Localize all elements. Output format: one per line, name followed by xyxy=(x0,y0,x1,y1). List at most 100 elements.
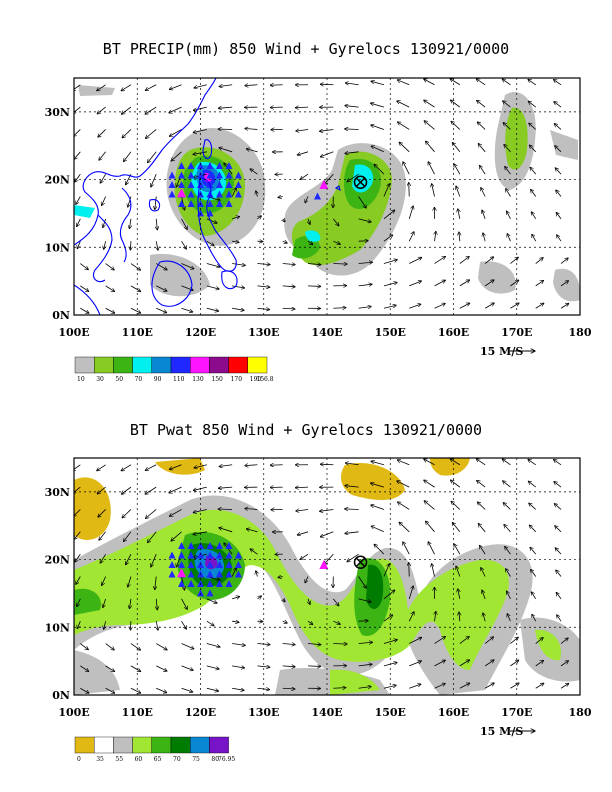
wind-vector xyxy=(478,144,486,153)
wind-vector xyxy=(80,665,88,672)
wind-vector xyxy=(371,526,385,533)
wind-vector xyxy=(535,683,544,689)
coastline-asia xyxy=(74,78,217,246)
observation-triangle xyxy=(206,171,214,179)
wind-vector xyxy=(232,666,245,668)
wind-vector xyxy=(145,486,157,494)
observation-triangle xyxy=(197,551,204,559)
observation-triangle xyxy=(225,180,233,188)
wind-vector xyxy=(459,683,470,689)
precip-10-region xyxy=(553,268,580,302)
precip-10-region xyxy=(478,261,516,294)
observation-triangle xyxy=(225,551,233,559)
observation-triangle xyxy=(215,190,223,198)
observation-triangle xyxy=(206,570,214,578)
wind-vector xyxy=(103,218,107,228)
pwat-0-region xyxy=(340,462,405,500)
wind-vector xyxy=(156,665,167,671)
x-tick-label: 120E xyxy=(185,326,216,339)
colorbar-swatch xyxy=(209,736,229,754)
wind-vector xyxy=(397,122,410,130)
wind-vector xyxy=(434,303,446,309)
colorbar-swatch xyxy=(132,356,153,374)
wind-vector xyxy=(193,151,207,155)
wind-vector xyxy=(206,307,219,311)
wind-vector xyxy=(383,305,396,309)
wind-vector xyxy=(333,644,347,645)
x-tick-label: 150E xyxy=(375,706,406,719)
observation-triangle xyxy=(215,551,223,559)
panel1-x-tick-labels: 100E 110E 120E 130E 140E 150E 160E 170E 180 xyxy=(58,326,592,339)
wind-vector xyxy=(374,544,385,555)
wind-vector xyxy=(454,544,461,555)
wind-vector xyxy=(529,525,537,533)
wind-vector xyxy=(424,459,435,466)
wind-vector xyxy=(532,234,537,242)
wind-vector xyxy=(450,100,461,108)
wind-vector xyxy=(194,464,207,468)
y-tick-label: 30N xyxy=(45,106,70,119)
wind-vector xyxy=(397,460,410,466)
wind-vector xyxy=(554,124,562,130)
wind-vector xyxy=(128,576,132,588)
wind-vector xyxy=(76,576,81,585)
x-tick-label: 140E xyxy=(311,326,342,339)
pwat-55-region xyxy=(74,650,120,695)
wind-vector xyxy=(100,173,106,183)
wind-vector xyxy=(347,553,359,562)
wind-vector xyxy=(383,235,393,242)
wind-vector xyxy=(371,81,385,86)
wind-vector xyxy=(560,683,569,689)
colorbar-label: 150 xyxy=(211,376,223,383)
wind-vector xyxy=(479,545,486,555)
wind-vector xyxy=(246,149,258,153)
wind-vector xyxy=(232,621,239,622)
wind-vector xyxy=(181,218,188,230)
wind-vector xyxy=(503,123,511,130)
wind-vector xyxy=(484,660,494,667)
wind-vector xyxy=(345,152,359,154)
observation-triangle xyxy=(197,162,204,170)
wind-vector xyxy=(507,614,511,622)
wind-vector xyxy=(477,502,486,510)
wind-vector xyxy=(282,644,295,645)
island-philippines-south xyxy=(221,270,238,290)
observation-triangle xyxy=(178,171,186,179)
coastline-asia-inner xyxy=(92,214,113,283)
pwat-0-region xyxy=(74,477,111,540)
wind-vector xyxy=(554,102,562,108)
observation-triangle xyxy=(168,171,176,179)
wind-vector xyxy=(130,307,141,313)
wind-vector xyxy=(194,84,207,88)
wind-vector xyxy=(554,460,562,466)
wind-vector xyxy=(105,643,115,650)
wind-vector xyxy=(218,487,233,488)
wind-vector xyxy=(555,548,562,555)
wind-vector xyxy=(504,524,511,533)
wind-vector xyxy=(484,257,494,264)
wind-vector xyxy=(80,263,88,270)
observation-triangle xyxy=(234,180,242,188)
wind-vector xyxy=(477,100,486,108)
wind-vector xyxy=(283,219,285,222)
x-tick-label: 160E xyxy=(438,326,469,339)
colorbar-label: 55 xyxy=(115,756,123,763)
wind-vector xyxy=(432,564,435,577)
island-sumatra xyxy=(74,284,101,315)
wind-vector xyxy=(147,531,157,543)
wind-vector xyxy=(278,577,283,578)
observation-triangle xyxy=(206,162,214,170)
colorbar-label: 30 xyxy=(96,376,104,383)
panel2-gridlines xyxy=(74,458,580,695)
wind-vector xyxy=(193,486,207,490)
wind-vector xyxy=(282,666,295,667)
wind-vector xyxy=(408,586,413,599)
wind-vector xyxy=(282,264,295,265)
wind-vector xyxy=(345,463,359,465)
wind-vector xyxy=(282,241,288,243)
colorbar-swatch xyxy=(189,356,210,374)
wind-vector xyxy=(503,481,511,488)
wind-vector xyxy=(409,661,421,667)
wind-vector xyxy=(358,687,372,689)
wind-vector xyxy=(409,304,421,309)
